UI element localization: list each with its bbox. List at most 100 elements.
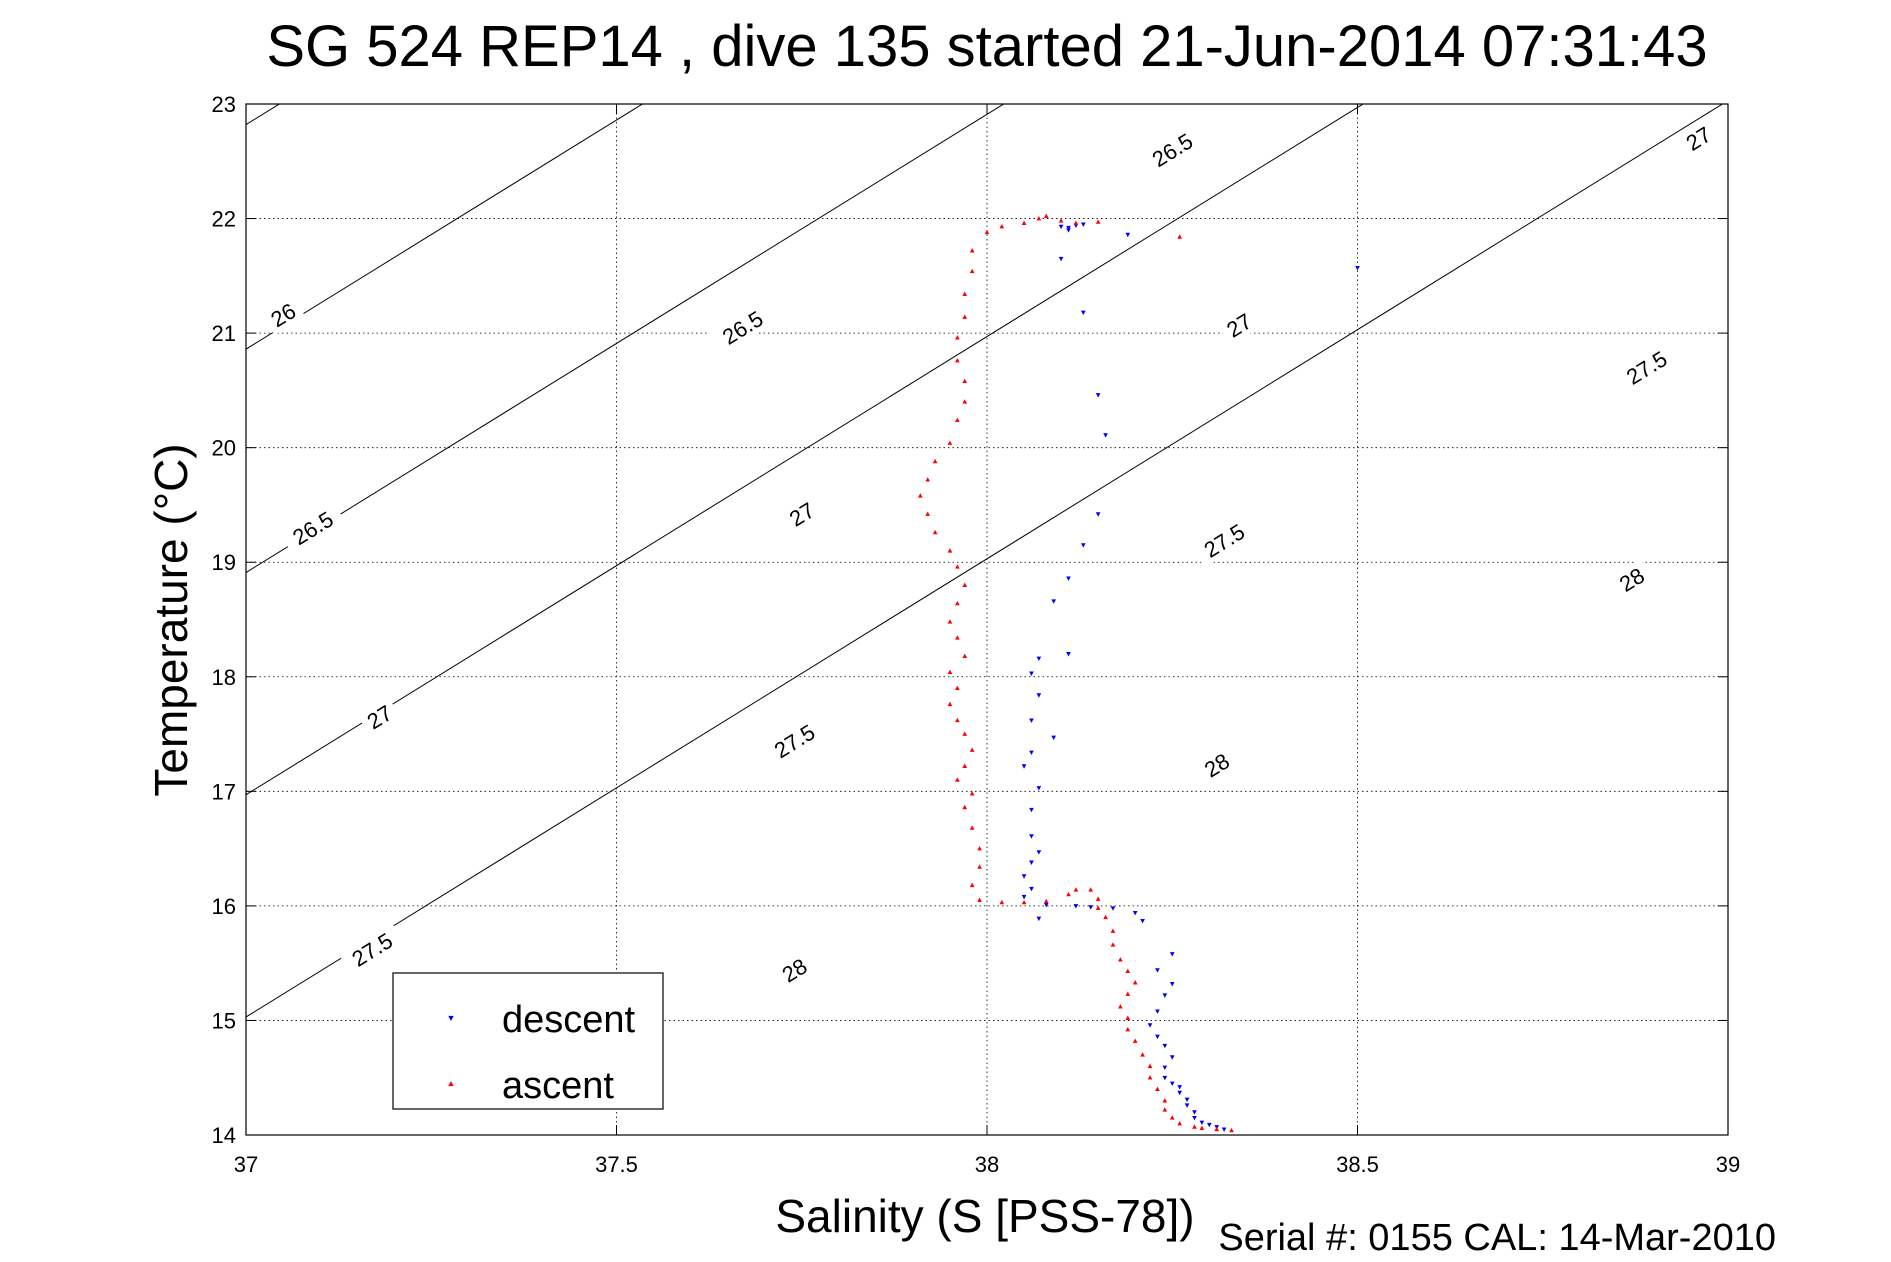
ascent-point — [999, 899, 1005, 905]
descent-point — [1162, 993, 1168, 998]
descent-point — [1095, 393, 1101, 398]
descent-point — [1029, 807, 1034, 813]
legend-label-descent: descent — [502, 999, 636, 1041]
density-contour-label-bg — [772, 949, 817, 991]
ascent-point — [1118, 957, 1123, 962]
ascent-point — [947, 619, 953, 624]
ascent-point — [1095, 896, 1101, 901]
axis-ticks: 37 37.5 38 38.5 39 14 15 16 17 18 19 20 21 22 23 — [212, 92, 1741, 1177]
y-tick-label: 22 — [212, 207, 236, 232]
descent-point — [1021, 874, 1027, 879]
ascent-point — [955, 600, 960, 606]
ascent-point — [1043, 898, 1049, 904]
ascent-point — [1229, 1127, 1234, 1133]
ascent-point — [962, 731, 968, 736]
descent-point — [1177, 1085, 1182, 1090]
descent-point — [1355, 265, 1360, 271]
descent-point — [1066, 652, 1071, 657]
ascent-point — [1125, 968, 1131, 974]
ascent-point — [1043, 213, 1049, 219]
descent-point — [1066, 576, 1071, 581]
descent-point — [1051, 735, 1057, 741]
density-contour-label-bg — [279, 500, 346, 556]
ascent-point — [1147, 1075, 1153, 1080]
density-contour-label-bg — [779, 493, 824, 535]
ascent-point — [969, 882, 975, 888]
ascent-point — [1177, 1120, 1182, 1126]
x-tick-label: 39 — [1716, 1152, 1740, 1177]
descent-point — [1169, 952, 1175, 957]
y-tick-label: 17 — [212, 779, 236, 804]
ascent-point — [962, 378, 968, 384]
descent-point — [1029, 834, 1034, 839]
descent-point — [1029, 671, 1034, 676]
ascent-point — [1073, 220, 1079, 225]
descent-point — [1021, 894, 1027, 900]
ascent-point — [1118, 1004, 1123, 1009]
descent-point — [1110, 906, 1116, 911]
x-axis-label: Salinity (S [PSS-78]) — [775, 1190, 1194, 1242]
ascent-point — [1147, 1063, 1153, 1069]
chart-title: SG 524 REP14 , dive 135 started 21-Jun-2… — [266, 14, 1707, 79]
density-contour-line — [246, 104, 1005, 573]
y-tick-label: 15 — [212, 1008, 236, 1033]
ascent-point — [955, 417, 960, 422]
ascent-point — [917, 493, 923, 498]
x-tick-label: 38.5 — [1336, 1152, 1379, 1177]
descent-point — [1036, 850, 1042, 855]
y-tick-label: 23 — [212, 92, 236, 117]
descent-point — [1080, 543, 1086, 548]
descent-point — [1066, 225, 1071, 231]
descent-point — [1169, 1055, 1175, 1060]
descent-point — [1051, 599, 1057, 604]
density-contour-label-bg — [1613, 340, 1680, 395]
descent-point — [1192, 1115, 1197, 1121]
ascent-point — [1155, 1086, 1160, 1091]
descent-point — [1043, 902, 1049, 908]
descent-point — [1103, 433, 1108, 438]
ascent-point — [955, 358, 960, 363]
descent-point — [1162, 1043, 1168, 1049]
ascent-point — [977, 846, 982, 851]
ascent-point — [999, 223, 1005, 229]
density-contour-labels: 2626.526.526.52727272727.527.527.527.528… — [260, 117, 1721, 991]
series-ascent — [917, 213, 1234, 1133]
ascent-point — [1162, 1107, 1168, 1112]
ascent-point — [955, 717, 960, 723]
ascent-point — [1036, 215, 1042, 221]
ascent-point — [947, 548, 953, 553]
legend-box — [392, 972, 664, 1110]
density-contour-label-bg — [338, 922, 406, 977]
legend-marker-ascent — [448, 1081, 454, 1087]
ascent-point — [1110, 928, 1116, 933]
descent-point — [1177, 1090, 1182, 1096]
descent-point — [1221, 1127, 1227, 1132]
density-contour-label-bg — [1190, 513, 1258, 568]
descent-point — [1140, 918, 1145, 924]
legend-marker-ascent-shape — [448, 1081, 454, 1087]
descent-point — [1080, 310, 1086, 316]
ascent-point — [1125, 1027, 1131, 1032]
ascent-point — [969, 747, 975, 752]
ascent-point — [962, 653, 968, 658]
ascent-point — [925, 511, 931, 516]
descent-point — [1199, 1120, 1205, 1125]
ascent-point — [1021, 220, 1027, 225]
ascent-point — [932, 529, 938, 535]
ascent-point — [962, 399, 968, 404]
ascent-point — [1132, 980, 1138, 985]
density-contour-line — [246, 104, 644, 350]
ascent-point — [947, 701, 953, 707]
descent-point — [1088, 905, 1094, 910]
ascent-point — [1214, 1126, 1220, 1132]
ascent-point — [947, 669, 953, 675]
y-tick-label: 19 — [212, 550, 236, 575]
ascent-point — [925, 477, 931, 482]
y-tick-label: 21 — [212, 321, 236, 346]
ascent-point — [955, 777, 960, 782]
descent-point — [1058, 256, 1064, 262]
ascent-point — [962, 291, 968, 296]
ascent-point — [962, 582, 968, 587]
density-contour-label-bg — [1609, 558, 1654, 600]
